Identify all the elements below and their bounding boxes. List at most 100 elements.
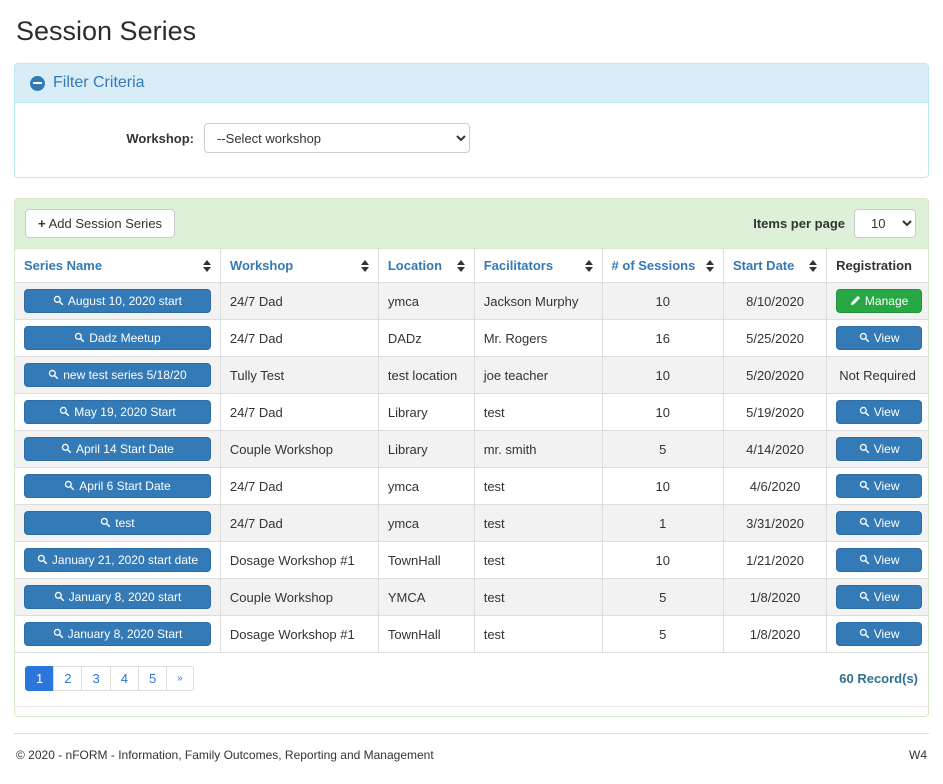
- table-row: May 19, 2020 Start 24/7 Dad Library test 10 5…: [15, 393, 928, 431]
- sessions-count-cell: 10: [601, 467, 724, 505]
- pager-page-4[interactable]: 4: [109, 666, 139, 691]
- pager-page-1[interactable]: 1: [25, 666, 55, 691]
- table-toolbar: + Add Session Series Items per page 10: [15, 199, 928, 249]
- sessions-count-cell: 5: [601, 430, 724, 468]
- start-date-cell: 5/20/2020: [722, 356, 828, 394]
- magnifier-icon: [859, 591, 870, 602]
- view-registration-button[interactable]: View: [836, 548, 923, 572]
- series-name-label: test: [115, 516, 135, 530]
- view-registration-button[interactable]: View: [836, 622, 923, 646]
- magnifier-icon: [60, 406, 70, 417]
- magnifier-icon: [859, 406, 870, 417]
- registration-cell: View: [826, 504, 928, 542]
- pager-page-3[interactable]: 3: [81, 666, 111, 691]
- magnifier-icon: [37, 554, 48, 565]
- series-name-cell: April 14 Start Date: [15, 430, 221, 468]
- pager-next-button[interactable]: »: [166, 666, 194, 691]
- magnifier-icon: [54, 591, 64, 602]
- sessions-count-cell: 5: [601, 615, 724, 653]
- series-name-cell: January 8, 2020 start: [15, 578, 221, 616]
- workshop-cell: 24/7 Dad: [219, 467, 379, 505]
- start-date-cell: 5/25/2020: [722, 319, 828, 357]
- series-name-button[interactable]: January 8, 2020 start: [24, 585, 211, 609]
- magnifier-icon: [859, 443, 870, 454]
- facilitators-cell: Mr. Rogers: [473, 319, 603, 357]
- series-name-button[interactable]: August 10, 2020 start: [24, 289, 211, 313]
- column-label: Location: [387, 258, 443, 273]
- sort-arrows-icon[interactable]: [202, 259, 211, 272]
- magnifier-icon: [101, 517, 111, 528]
- series-name-button[interactable]: April 6 Start Date: [24, 474, 211, 498]
- column-header-facilitators[interactable]: Facilitators: [473, 249, 603, 283]
- series-name-button[interactable]: Dadz Meetup: [24, 326, 211, 350]
- sort-arrows-icon[interactable]: [456, 259, 465, 272]
- pager-page-5[interactable]: 5: [137, 666, 168, 691]
- view-registration-button[interactable]: View: [836, 511, 923, 535]
- series-name-label: January 8, 2020 Start: [67, 627, 183, 641]
- sort-arrows-icon[interactable]: [705, 259, 714, 272]
- view-registration-button[interactable]: View: [836, 326, 923, 350]
- sessions-count-cell: 10: [601, 393, 724, 431]
- items-per-page-select[interactable]: 10: [854, 209, 916, 238]
- series-name-button[interactable]: January 8, 2020 Start: [24, 622, 211, 646]
- view-registration-button[interactable]: View: [836, 400, 923, 424]
- column-header-registration: Registration: [826, 249, 928, 283]
- series-name-button[interactable]: April 14 Start Date: [24, 437, 211, 461]
- table-row: new test series 5/18/20 Tully Test test lo…: [15, 356, 928, 394]
- series-name-label: April 6 Start Date: [79, 479, 171, 493]
- registration-cell: View: [826, 578, 928, 616]
- series-name-button[interactable]: May 19, 2020 Start: [24, 400, 211, 424]
- registration-button-label: View: [873, 442, 900, 456]
- sort-arrows-icon[interactable]: [809, 259, 818, 272]
- series-name-cell: test: [15, 504, 221, 542]
- series-name-cell: new test series 5/18/20: [15, 356, 221, 394]
- view-registration-button[interactable]: View: [836, 437, 923, 461]
- pager-page-2[interactable]: 2: [53, 666, 83, 691]
- facilitators-cell: test: [473, 578, 603, 616]
- series-name-cell: Dadz Meetup: [15, 319, 221, 357]
- facilitators-cell: test: [473, 615, 603, 653]
- view-registration-button[interactable]: View: [836, 585, 923, 609]
- start-date-cell: 4/6/2020: [722, 467, 828, 505]
- manage-registration-button[interactable]: Manage: [836, 289, 923, 313]
- view-registration-button[interactable]: View: [836, 474, 923, 498]
- add-session-series-button[interactable]: + Add Session Series: [25, 209, 176, 238]
- workshop-cell: Tully Test: [219, 356, 379, 394]
- registration-cell: View: [826, 319, 928, 357]
- series-name-label: new test series 5/18/20: [63, 368, 187, 382]
- table-row: April 14 Start Date Couple Workshop Librar…: [15, 430, 928, 468]
- registration-cell: View: [826, 430, 928, 468]
- sort-arrows-icon[interactable]: [584, 259, 593, 272]
- sessions-count-cell: 1: [601, 504, 724, 542]
- registration-cell: Not Required: [826, 356, 928, 394]
- workshop-select[interactable]: --Select workshop: [204, 123, 470, 153]
- registration-cell: View: [826, 615, 928, 653]
- workshop-cell: Dosage Workshop #1: [219, 541, 379, 579]
- page-title: Session Series: [16, 16, 197, 46]
- series-name-button[interactable]: January 21, 2020 start date: [24, 548, 211, 572]
- location-cell: ymca: [377, 504, 475, 542]
- column-header-location[interactable]: Location: [377, 249, 475, 283]
- sessions-count-cell: 5: [601, 578, 724, 616]
- registration-button-label: View: [873, 479, 900, 493]
- series-name-cell: January 21, 2020 start date: [15, 541, 221, 579]
- series-name-cell: January 8, 2020 Start: [15, 615, 221, 653]
- magnifier-icon: [75, 332, 85, 343]
- series-name-label: April 14 Start Date: [75, 442, 174, 456]
- pagination-row: 1 2 3 4 5» 60 Record(s): [15, 653, 928, 706]
- filter-panel-header[interactable]: Filter Criteria: [15, 64, 928, 103]
- collapse-minus-icon[interactable]: [30, 75, 45, 91]
- series-name-button[interactable]: test: [24, 511, 211, 535]
- add-session-series-label: Add Session Series: [48, 216, 163, 231]
- column-header-workshop[interactable]: Workshop: [219, 249, 379, 283]
- column-header-start-date[interactable]: Start Date: [722, 249, 828, 283]
- series-name-button[interactable]: new test series 5/18/20: [24, 363, 211, 387]
- registration-button-label: View: [873, 590, 900, 604]
- sort-arrows-icon[interactable]: [360, 259, 369, 272]
- location-cell: DADz: [377, 319, 475, 357]
- column-header-series-name[interactable]: Series Name: [15, 249, 221, 283]
- column-header-of-sessions[interactable]: # of Sessions: [601, 249, 724, 283]
- sessions-count-cell: 10: [601, 282, 724, 320]
- registration-cell: Manage: [826, 282, 928, 320]
